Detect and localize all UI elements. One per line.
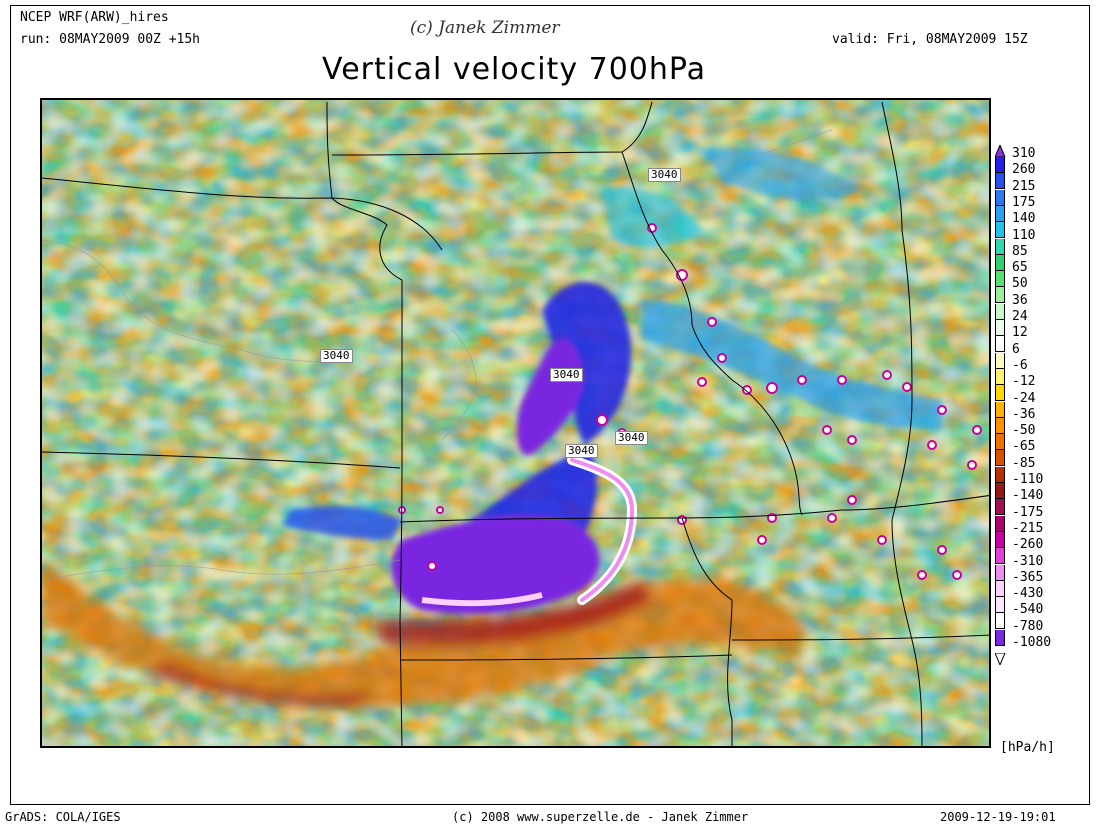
legend-level-label: -24 [1012,390,1036,406]
legend-level-label: -110 [1012,472,1044,487]
legend-level-label: -65 [1012,439,1036,455]
legend-swatch [995,515,1005,532]
legend-swatch [995,450,1005,467]
run-info: run: 08MAY2009 00Z +15h [20,32,201,47]
legend-level-label: -365 [1012,569,1044,585]
legend-level-label: -310 [1012,553,1044,569]
legend-level-label: 12 [1012,325,1028,341]
legend-swatch [995,548,1005,565]
contour-label: 3040 [320,349,353,363]
legend-level-label: -780 [1012,618,1044,634]
legend-level-label: 260 [1012,162,1036,178]
legend-level-label: -6 [1012,357,1028,373]
contour-label: 3040 [648,168,681,182]
model-name: NCEP WRF(ARW)_hires [20,10,169,25]
plot-frame [10,5,1090,805]
legend-swatch [995,613,1005,630]
legend-swatch [995,271,1005,288]
legend-level-label: -430 [1012,586,1044,602]
author-credit: (c) Janek Zimmer [410,18,560,38]
legend-swatch [995,352,1005,369]
legend-level-label: -260 [1012,537,1044,553]
legend-top-triangle [995,145,1006,157]
vertical-velocity-map: 3040 3040 3040 3040 3040 [40,98,991,748]
legend-swatch [995,597,1005,614]
units-label: [hPa/h] [1000,740,1055,755]
legend-swatch [995,385,1005,402]
legend-swatch [995,254,1005,271]
thin-lines [42,129,833,581]
legend-swatch [995,320,1005,336]
legend-level-label: 24 [1012,309,1028,324]
contour-label: 3040 [615,431,648,445]
valid-time: valid: Fri, 08MAY2009 15Z [832,32,1028,47]
legend-swatch [995,580,1005,597]
legend-swatch [995,238,1005,255]
ascent-core [282,147,942,614]
legend-level-label: -175 [1012,504,1044,520]
legend-level-label: -215 [1012,520,1044,536]
legend-swatch [995,336,1005,353]
legend-level-label: 50 [1012,276,1028,292]
legend-swatch [995,483,1005,499]
legend-swatch [995,466,1005,483]
legend-level-label: 36 [1012,292,1028,308]
legend-swatch [995,173,1005,190]
contour-label: 3040 [550,368,583,382]
state-boundaries [42,101,989,746]
map-field [42,100,989,746]
legend-level-label: 85 [1012,243,1028,259]
swirl-max [421,455,638,607]
legend-level-label: 140 [1012,211,1036,227]
legend-level-label: 215 [1012,178,1036,194]
legend-swatch [995,205,1005,222]
legend-swatch [995,222,1005,239]
legend-swatch [995,629,1005,646]
footer-right: 2009-12-19-19:01 [940,810,1056,824]
footer-center: (c) 2008 www.superzelle.de - Janek Zimme… [452,810,749,824]
legend-swatch [995,368,1005,385]
legend-level-label: 310 [1012,146,1036,161]
legend-level-label: -140 [1012,488,1044,504]
footer-left: GrADS: COLA/IGES [5,810,121,824]
legend-swatch [995,531,1005,548]
legend-level-label: -1080 [1012,635,1052,650]
legend-swatch [995,287,1005,304]
legend-level-label: -540 [1012,602,1044,618]
legend-swatch [995,401,1005,418]
descent-band [42,560,802,708]
legend-top-arrow [995,145,1006,157]
legend-level-label: -50 [1012,423,1036,439]
contour-label: 3040 [565,444,598,458]
legend-bottom-arrow [995,653,1006,665]
legend-level-label: -36 [1012,406,1036,422]
legend-level-label: 65 [1012,260,1028,276]
legend-level-label: 110 [1012,227,1036,243]
legend-level-label: -85 [1012,455,1036,471]
legend-swatch [995,157,1005,173]
legend-level-label: 6 [1012,341,1020,357]
color-legend: 310 260 215 175 140 110 85 65 50 36 24 12 6 -6 -12 -24-… [995,145,1070,675]
legend-swatch [995,303,1005,320]
legend-level-label: -12 [1012,374,1036,390]
legend-swatch [995,434,1005,451]
legend-swatch [995,564,1005,581]
legend-level-label: 175 [1012,194,1036,210]
legend-swatch [995,499,1005,516]
legend-swatch [995,417,1005,434]
chart-title: Vertical velocity 700hPa [322,52,707,87]
legend-swatch [995,189,1005,206]
